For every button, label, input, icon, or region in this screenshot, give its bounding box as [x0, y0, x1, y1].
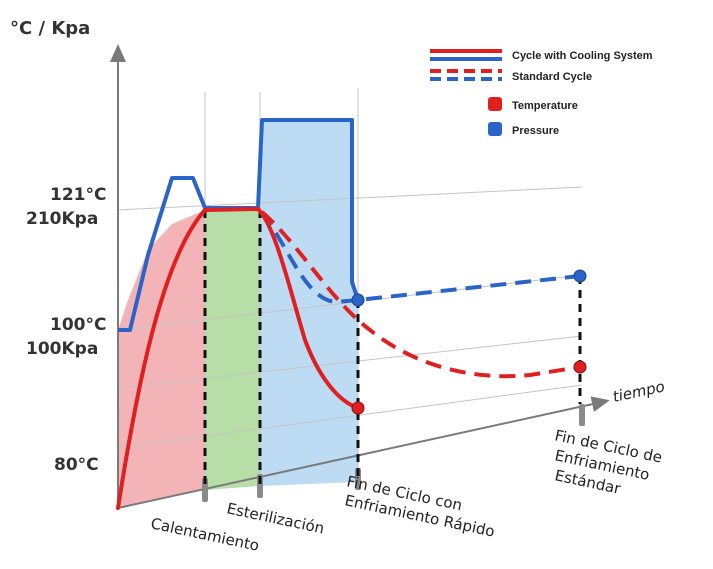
legend-standard-label: Standard Cycle: [512, 71, 592, 83]
cooling-temperature-line: [116, 206, 360, 510]
phase-label-esterilizacion: Esterilización: [225, 499, 326, 537]
temperature-end-rapid-point: [351, 401, 365, 415]
legend-temperature-label: Temperature: [512, 100, 578, 112]
phase-markers: [203, 210, 582, 490]
y-tick-80-temp: 80°C: [54, 455, 99, 475]
y-tick-100-temp: 100°C: [50, 315, 106, 335]
pressure-end-standard-point: [573, 269, 587, 283]
grid-line-90: [117, 335, 583, 389]
pressure-end-rapid-point: [351, 293, 365, 307]
legend: Cycle with Cooling System Standard Cycle…: [430, 49, 653, 137]
y-axis-label: °C / Kpa: [10, 18, 90, 39]
legend-temperature-swatch: [488, 97, 502, 111]
legend-pressure-swatch: [488, 122, 502, 136]
sterilization-region: [205, 209, 260, 490]
standard-pressure-line: [260, 210, 581, 305]
legend-cooling-label: Cycle with Cooling System: [512, 50, 653, 62]
temperature-end-standard-point: [573, 360, 587, 374]
y-tick-121-temp: 121°C: [50, 185, 106, 205]
standard-temperature-line: [260, 210, 581, 379]
legend-pressure-label: Pressure: [512, 125, 559, 137]
grid-line-80: [117, 384, 583, 449]
cooling-region: [260, 120, 358, 486]
y-tick-100-press: 100Kpa: [26, 339, 98, 359]
x-axis: [117, 396, 610, 509]
heating-region: [118, 210, 205, 508]
y-tick-210-press: 210Kpa: [26, 209, 98, 229]
x-axis-label: tiempo: [611, 377, 666, 406]
tick-fin-estandar: [579, 404, 585, 426]
